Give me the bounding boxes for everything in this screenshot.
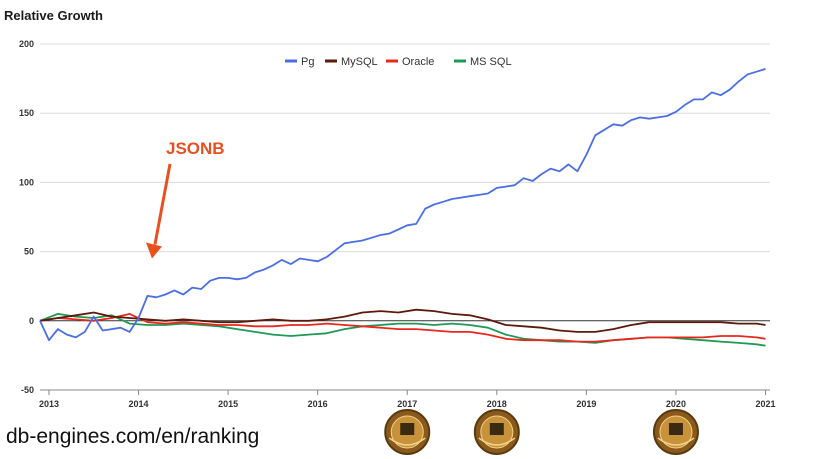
source-url: db-engines.com/en/ranking <box>6 425 260 448</box>
x-tick-label: 2019 <box>576 399 596 409</box>
y-tick-label: 200 <box>19 39 34 49</box>
annotation-arrow-head <box>145 242 162 259</box>
legend-label: MySQL <box>341 56 378 68</box>
series-lines <box>39 68 766 347</box>
award-medal-icon <box>473 409 520 455</box>
x-tick-label: 2017 <box>397 399 417 409</box>
annotation-arrow-line <box>153 163 172 245</box>
x-tick-label: 2016 <box>308 399 328 409</box>
y-tick-label: 50 <box>24 247 34 257</box>
x-axis: 2013 2014 2015 2016 2017 2018 2019 2020 2021 <box>39 390 776 409</box>
legend-label: Oracle <box>402 56 434 68</box>
x-tick-label: 2014 <box>129 399 149 409</box>
x-tick-label: 2018 <box>487 399 507 409</box>
series-line-mysql <box>39 308 766 333</box>
legend: Pg MySQL Oracle MS SQL <box>285 56 512 68</box>
x-tick-label: 2015 <box>218 399 238 409</box>
chart-title: Relative Growth <box>4 8 103 23</box>
annotation-label: JSONB <box>166 139 225 158</box>
y-tick-label: 150 <box>19 108 34 118</box>
y-axis: -50 0 50 100 150 200 <box>19 39 34 395</box>
jsonb-annotation: JSONB <box>145 139 225 259</box>
y-tick-label: 0 <box>29 316 34 326</box>
x-tick-label: 2021 <box>756 399 776 409</box>
legend-label: Pg <box>301 56 314 68</box>
series-line-oracle <box>39 312 766 343</box>
award-medal-icon <box>652 409 699 455</box>
award-badges <box>384 409 699 455</box>
x-tick-label: 2013 <box>39 399 59 409</box>
y-tick-label: -50 <box>21 385 34 395</box>
series-line-pg <box>39 68 766 342</box>
legend-label: MS SQL <box>470 56 512 68</box>
y-tick-label: 100 <box>19 177 34 187</box>
x-tick-label: 2020 <box>666 399 686 409</box>
award-medal-icon <box>384 409 431 455</box>
